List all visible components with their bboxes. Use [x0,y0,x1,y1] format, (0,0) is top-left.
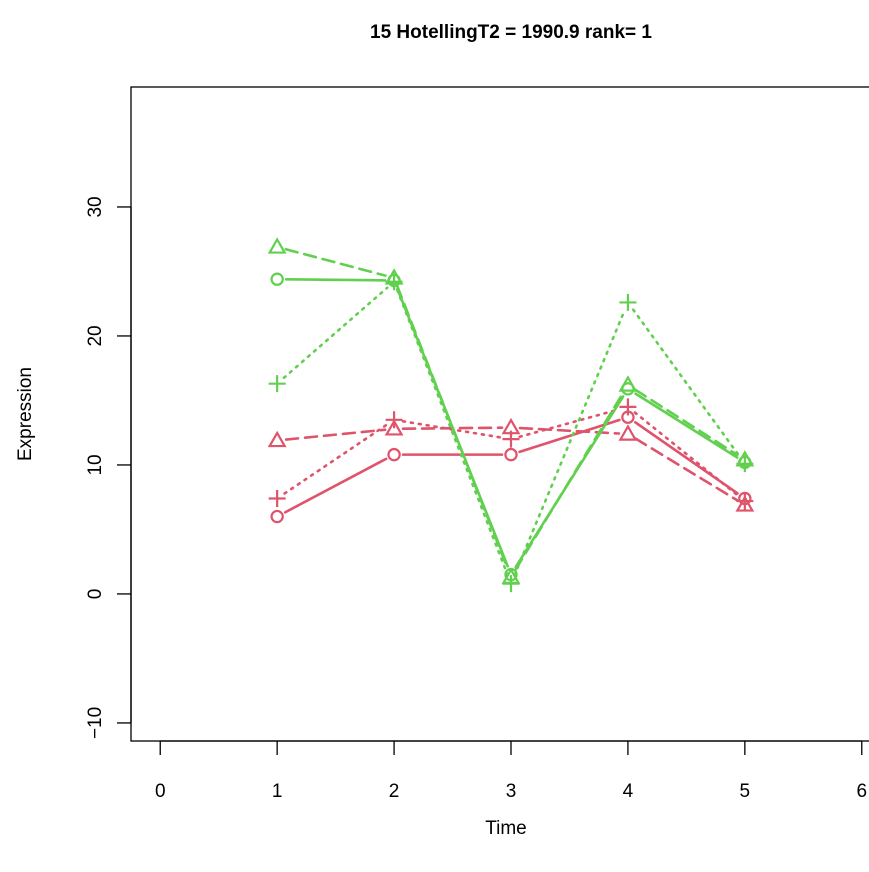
data-point-plus [502,430,520,448]
series-line-segment [513,309,626,577]
y-tick-label: 10 [85,454,106,475]
series-6 [268,273,754,593]
y-axis: −10 0 10 20 30 [85,196,132,739]
data-point-triangle [618,424,638,441]
y-axis-label: Expression [15,367,36,461]
series-line-segment [396,288,510,577]
series-5 [267,237,755,584]
series-line-segment [634,437,739,502]
series-line-segment [284,247,387,277]
y-tick-label: 20 [85,325,106,346]
data-point-triangle [384,419,404,436]
y-tick-label: 0 [85,589,106,600]
data-point-circle [387,447,401,462]
series-line-segment [631,308,741,458]
x-axis: 0 1 2 3 4 5 6 [155,740,867,802]
data-point-plus [502,575,520,593]
series-line-segment [518,407,621,439]
series-line-segment [518,426,621,435]
data-point-circle [270,509,284,524]
series-4 [270,272,752,582]
x-tick-label: 4 [623,781,634,802]
series-line-segment [633,411,740,497]
x-tick-label: 0 [155,781,166,802]
data-point-circle [270,272,284,286]
y-tick-label: −10 [85,707,106,739]
chart-title: 15 HotellingT2 = 1990.9 rank= 1 [370,22,652,43]
x-tick-label: 1 [272,781,283,802]
data-point-plus [619,293,637,311]
data-point-plus [268,375,286,393]
series-line-segment [514,391,625,571]
series-layer [267,237,755,593]
series-line-segment [283,457,388,514]
series-line-segment [284,278,387,282]
series-line-segment [634,392,739,459]
data-point-plus [385,273,403,291]
data-point-plus [268,489,286,507]
data-point-plus [736,492,754,510]
x-tick-label: 3 [506,781,517,802]
data-point-plus [736,455,754,473]
x-tick-label: 6 [856,781,867,802]
data-point-circle [504,447,518,462]
x-axis-label: Time [485,818,527,839]
series-line-segment [518,418,621,454]
series-line-segment [282,286,389,380]
data-point-triangle [267,237,287,254]
x-tick-label: 5 [740,781,751,802]
series-line-segment [634,388,739,457]
data-point-triangle [267,430,287,448]
series-line-segment [284,428,387,441]
series-1 [270,410,752,524]
plot-area-frame [130,86,869,742]
data-point-triangle [735,495,755,512]
y-tick-label: 30 [85,196,106,217]
series-line-segment [634,421,739,495]
data-point-plus [619,398,637,416]
x-tick-label: 2 [389,781,400,802]
data-point-plus [385,411,403,429]
series-line-segment [396,284,510,571]
data-point-triangle [618,375,638,392]
